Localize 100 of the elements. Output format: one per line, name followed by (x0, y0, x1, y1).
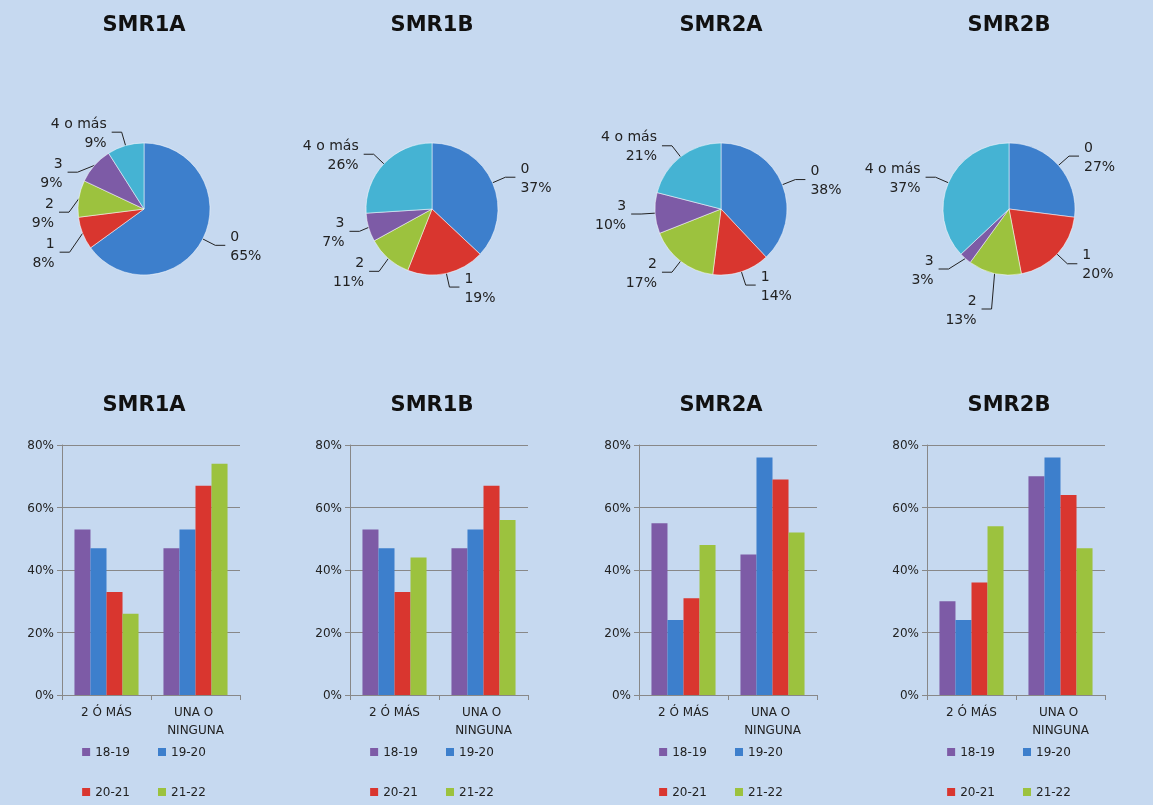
slice-label: 3 (616, 196, 626, 213)
slice-label: 1 (1082, 246, 1091, 263)
legend-label: 19-20 (1035, 745, 1071, 759)
bar (74, 529, 91, 695)
legend-label: 18-19 (383, 745, 419, 759)
slice-label: 4 o más (303, 136, 359, 153)
slice-label: 3 (53, 154, 63, 171)
bar (939, 601, 956, 695)
chart-title: SMR2B (967, 391, 1051, 416)
data-label: 9% (84, 133, 107, 150)
y-tick-label: 20% (603, 625, 631, 640)
data-label: 19% (464, 288, 496, 305)
data-label: 37% (520, 178, 552, 195)
legend-label: 21-22 (171, 785, 206, 799)
bar (451, 548, 468, 695)
slice-label: 1 (464, 269, 474, 286)
slice-label: 0 (520, 159, 530, 176)
y-tick-label: 20% (315, 625, 343, 640)
bar (755, 457, 772, 695)
legend-label: 18-19 (959, 745, 995, 759)
slice-label: 3 (924, 251, 934, 268)
bar (699, 545, 716, 695)
slice-label: 4 o más (600, 128, 657, 145)
legend-label: 19-20 (459, 745, 495, 759)
legend-label: 21-22 (459, 785, 495, 799)
legend-label: 20-21 (671, 785, 707, 799)
chart-title: SMR1A (102, 391, 187, 416)
y-tick-label: 0% (899, 688, 919, 702)
x-tick-label: UNA O NINGUNA (455, 705, 513, 737)
y-tick-label: 0% (611, 688, 631, 702)
x-tick-label: 2 Ó MÁS (657, 704, 709, 719)
data-label: 21% (625, 147, 657, 164)
legend-label: 19-20 (171, 745, 206, 759)
slice-label: 0 (1083, 138, 1093, 155)
bar (772, 479, 789, 695)
bar (483, 485, 500, 695)
y-tick-label: 80% (315, 438, 343, 452)
bar (122, 613, 139, 695)
slice-label: 2 (355, 253, 365, 270)
data-label: 38% (809, 181, 842, 198)
y-tick-label: 20% (27, 625, 54, 640)
y-tick-label: 80% (27, 438, 54, 452)
bar (1060, 495, 1077, 695)
y-tick-label: 60% (27, 500, 54, 515)
x-tick-label: UNA O NINGUNA (1031, 705, 1090, 737)
chart-title: SMR1A (102, 11, 187, 36)
chart-title: SMR1B (390, 11, 474, 36)
bar (211, 463, 228, 695)
bar (362, 529, 379, 695)
legend-label: 19-20 (747, 745, 783, 759)
bar (1028, 476, 1045, 695)
legend-label: 21-22 (1035, 785, 1071, 799)
x-tick-label: 2 Ó MÁS (369, 704, 421, 719)
bar (499, 520, 516, 695)
bar (650, 523, 667, 695)
bar (683, 598, 700, 695)
bar (394, 591, 411, 695)
data-label: 65% (230, 246, 262, 263)
y-tick-label: 40% (892, 563, 919, 577)
y-tick-label: 0% (323, 688, 343, 702)
data-label: 17% (625, 273, 657, 290)
bar (987, 526, 1004, 695)
bar (1076, 548, 1093, 695)
slice-label: 2 (45, 194, 54, 211)
slice-label: 1 (45, 234, 55, 251)
data-label: 11% (333, 272, 365, 289)
y-tick-label: 40% (603, 563, 631, 577)
data-label: 27% (1083, 157, 1115, 174)
bar (195, 485, 212, 695)
y-tick-label: 60% (315, 500, 343, 515)
data-label: 9% (31, 213, 54, 230)
slice-label: 0 (230, 227, 240, 244)
x-tick-label: 2 Ó MÁS (81, 704, 132, 719)
data-label: 9% (40, 173, 63, 190)
slice-label: 4 o más (864, 159, 921, 176)
y-tick-label: 0% (34, 688, 54, 702)
slice-label: 0 (809, 162, 819, 179)
bar (1044, 457, 1061, 695)
data-label: 14% (760, 286, 792, 303)
data-label: 3% (911, 270, 934, 287)
x-tick-label: 2 Ó MÁS (945, 704, 997, 719)
bar (179, 529, 196, 695)
slice-label: 2 (647, 254, 657, 271)
slice-label: 1 (760, 267, 770, 284)
y-tick-label: 80% (603, 438, 631, 452)
data-label: 26% (327, 155, 359, 172)
legend-label: 21-22 (747, 785, 783, 799)
bar (971, 582, 988, 695)
chart-title: SMR2B (967, 11, 1051, 36)
bar (467, 529, 484, 695)
data-label: 7% (322, 232, 345, 249)
bar (739, 554, 756, 695)
y-tick-label: 40% (315, 563, 343, 577)
bar (106, 591, 123, 695)
bar (378, 548, 395, 695)
bar (90, 548, 107, 695)
data-label: 37% (889, 178, 921, 195)
y-tick-label: 20% (892, 625, 919, 640)
slice-label: 4 o más (50, 114, 107, 131)
data-label: 10% (594, 215, 626, 232)
